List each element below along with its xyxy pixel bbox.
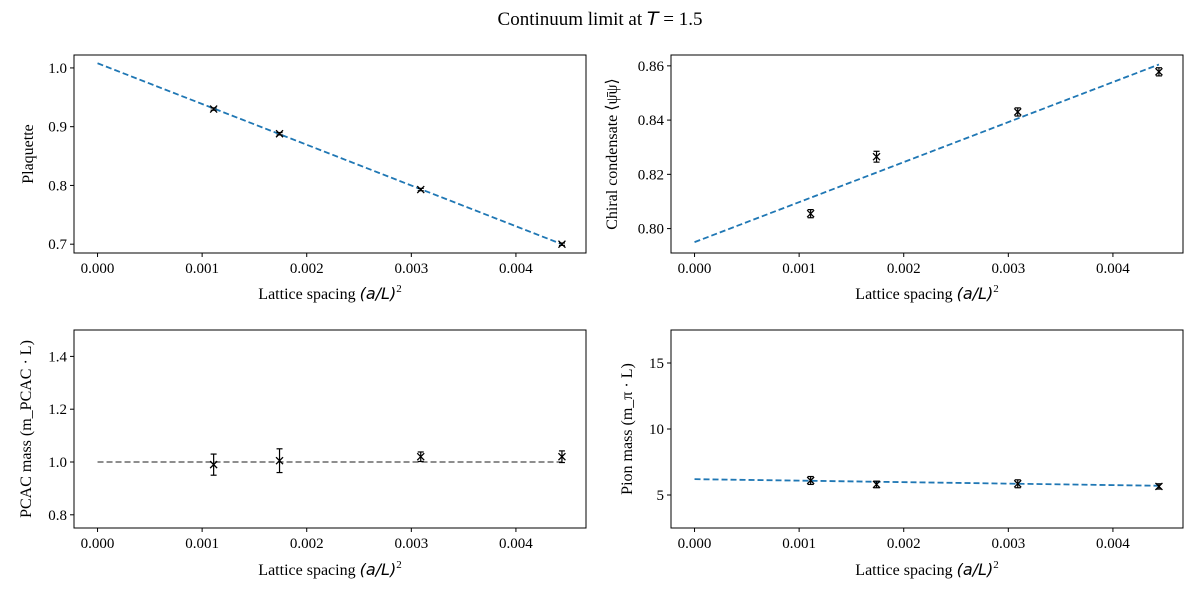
- x-tick-label: 0.004: [1096, 261, 1130, 277]
- x-tick-label: 0.002: [290, 261, 324, 277]
- y-tick-label: 1.4: [48, 349, 67, 365]
- x-axis-label: Lattice spacing (a/L)2: [258, 283, 401, 303]
- x-tick-label: 0.000: [81, 261, 115, 277]
- x-tick-label: 0.001: [185, 536, 219, 552]
- y-tick-label: 10: [649, 422, 664, 438]
- y-axis-label: PCAC mass (m_PCAC · L): [18, 340, 35, 518]
- plot-frame: [73, 329, 587, 529]
- y-tick-label: 1.2: [48, 402, 67, 418]
- y-tick-label: 15: [649, 356, 664, 372]
- x-tick-label: 0.001: [782, 261, 816, 277]
- data-point: [872, 480, 881, 489]
- panel-pion-mass: 0.000 0.001 0.002 0.003 0.004 5 10 15 Lattice …: [619, 329, 1184, 579]
- y-axis-label: Chiral condensate ⟨ψ̄ψ⟩: [604, 78, 621, 230]
- y-tick-label: 1.0: [48, 61, 67, 77]
- x-tick-label: 0.004: [1096, 536, 1130, 552]
- y-tick-label: 0.9: [48, 120, 67, 136]
- data-point: [806, 475, 815, 486]
- fit-line: [694, 63, 1160, 243]
- x-tick-label: 0.003: [394, 261, 428, 277]
- x-tick-label: 0.003: [991, 536, 1025, 552]
- panel-plaquette: 0.000 0.001 0.002 0.003 0.004 0.7 0.8 0.9 1.0 L…: [20, 54, 587, 303]
- data-point: [1154, 482, 1163, 491]
- y-tick-label: 0.7: [48, 237, 67, 253]
- figure-title: Continuum limit at T = 1.5: [497, 8, 703, 30]
- y-axis-label: Pion mass (m_π · L): [619, 363, 636, 495]
- y-tick-label: 0.8: [48, 508, 67, 524]
- data-point: [806, 209, 815, 219]
- x-axis-label: Lattice spacing (a/L)2: [258, 559, 401, 579]
- plot-frame: [670, 329, 1184, 529]
- x-tick-label: 0.000: [678, 536, 712, 552]
- x-tick-label: 0.000: [81, 536, 115, 552]
- y-tick-label: 1.0: [48, 455, 67, 471]
- data-point: [557, 240, 566, 249]
- x-tick-label: 0.002: [887, 536, 921, 552]
- x-axis-label: Lattice spacing (a/L)2: [855, 283, 998, 303]
- x-tick-label: 0.002: [887, 261, 921, 277]
- data-point: [275, 448, 284, 474]
- y-tick-label: 0.8: [48, 178, 67, 194]
- x-tick-label: 0.003: [394, 536, 428, 552]
- data-point: [557, 450, 566, 464]
- x-tick-label: 0.003: [991, 261, 1025, 277]
- data-point: [1013, 479, 1022, 489]
- panel-chiral-condensate: 0.000 0.001 0.002 0.003 0.004 0.80 0.82 0.84 0.…: [604, 54, 1184, 303]
- y-tick-label: 0.82: [638, 167, 664, 183]
- fit-line: [97, 62, 563, 246]
- x-tick-label: 0.002: [290, 536, 324, 552]
- y-tick-label: 5: [657, 488, 665, 504]
- panel-pcac-mass: 0.000 0.001 0.002 0.003 0.004 0.8 1.0 1.2 1.4 L…: [18, 329, 587, 579]
- plot-frame: [670, 54, 1184, 254]
- data-point: [275, 129, 284, 138]
- data-point: [209, 453, 218, 476]
- x-tick-label: 0.000: [678, 261, 712, 277]
- x-tick-label: 0.001: [782, 536, 816, 552]
- data-point: [209, 105, 218, 114]
- data-point: [1154, 67, 1163, 77]
- data-point: [1013, 107, 1022, 117]
- data-point: [416, 451, 425, 463]
- x-tick-label: 0.001: [185, 261, 219, 277]
- x-axis-label: Lattice spacing (a/L)2: [855, 559, 998, 579]
- data-point: [872, 150, 881, 163]
- y-tick-label: 0.80: [638, 222, 664, 238]
- y-tick-label: 0.84: [638, 113, 665, 129]
- x-tick-label: 0.004: [499, 261, 533, 277]
- x-tick-label: 0.004: [499, 536, 533, 552]
- data-point: [416, 185, 425, 194]
- fit-line: [694, 478, 1159, 487]
- y-axis-label: Plaquette: [20, 124, 37, 184]
- plot-frame: [73, 54, 587, 254]
- y-tick-label: 0.86: [638, 59, 665, 75]
